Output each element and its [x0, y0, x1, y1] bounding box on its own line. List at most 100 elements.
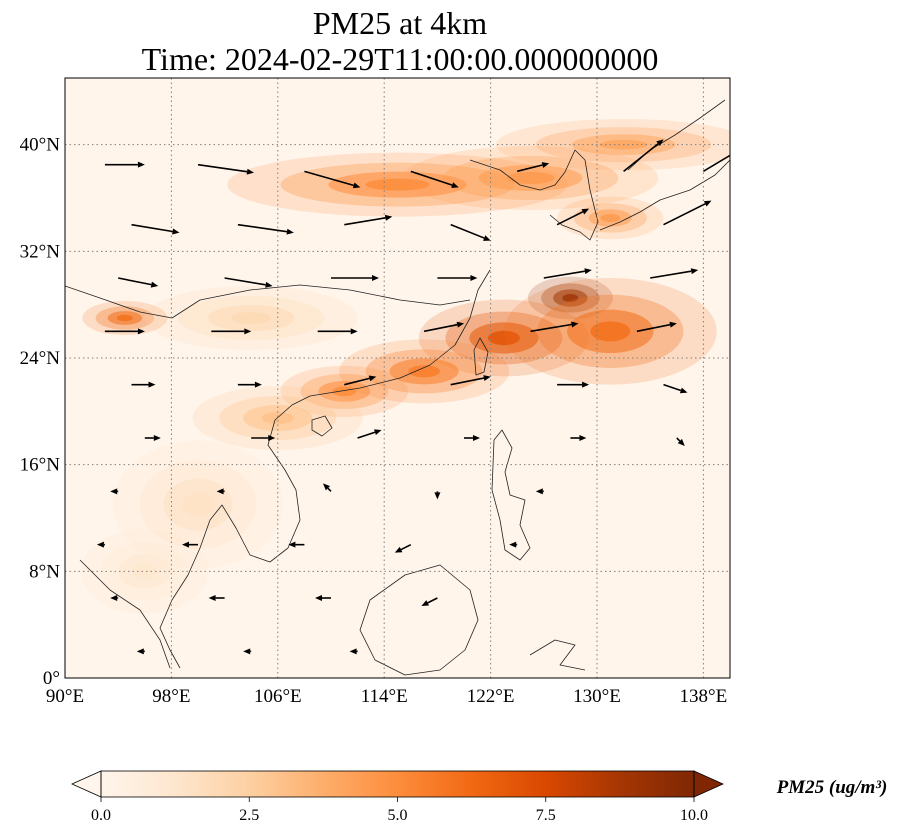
- coastline-taiwan: [473, 337, 489, 376]
- wind-arrow: [530, 321, 579, 333]
- pm25-plume: [562, 294, 579, 302]
- wind-arrow: [104, 328, 145, 335]
- colorbar: 0.0 2.5 5.0 7.5 10.0 PM25 (ug/m³): [71, 770, 888, 824]
- wind-arrow: [556, 208, 590, 226]
- longitude-tick-label: 122°E: [467, 686, 515, 707]
- wind-arrow: [131, 381, 156, 388]
- wind-arrow: [331, 275, 379, 281]
- wind-arrow: [543, 268, 592, 279]
- axis-tick-labels: 90°E 98°E 106°E 114°E 122°E 130°E 138°E 0° 8°N 16…: [20, 135, 728, 707]
- wind-arrow: [557, 381, 590, 388]
- wind-arrow: [243, 648, 252, 655]
- coastline-borneo: [359, 564, 479, 676]
- colorbar-tick-label: 2.5: [239, 807, 259, 824]
- coastline-philippines: [491, 429, 531, 561]
- coastline-hainan: [311, 415, 333, 437]
- pm25-plume: [132, 563, 157, 580]
- pm25-plume: [506, 172, 555, 184]
- wind-arrow: [237, 223, 294, 235]
- wind-arrow: [509, 541, 518, 548]
- latitude-tick-label: 8°N: [29, 561, 60, 582]
- colorbar-extend-max: [693, 770, 724, 798]
- wind-arrow: [208, 595, 225, 601]
- wind-arrow: [251, 435, 276, 441]
- wind-arrow: [663, 383, 688, 394]
- wind-arrow: [110, 595, 119, 601]
- wind-arrow: [570, 435, 587, 441]
- longitude-tick-label: 90°E: [46, 686, 84, 707]
- wind-arrow: [410, 170, 459, 188]
- wind-arrow: [136, 648, 145, 655]
- wind-arrow: [517, 162, 550, 173]
- coastline-sulawesi: [529, 639, 586, 671]
- latitude-tick-label: 32°N: [20, 241, 61, 262]
- graticule: [65, 78, 730, 678]
- wind-arrow: [344, 214, 393, 226]
- wind-arrow: [344, 375, 377, 386]
- wind-arrow: [650, 268, 699, 279]
- wind-arrow: [110, 488, 119, 495]
- wind-arrow: [104, 161, 145, 168]
- wind-arrow: [394, 543, 412, 553]
- wind-arrow: [421, 597, 438, 606]
- wind-arrow: [96, 541, 105, 548]
- wind-arrow: [323, 483, 332, 492]
- map-title-line-1: PM25 at 4km: [312, 5, 488, 41]
- wind-arrow: [144, 435, 161, 441]
- wind-arrow: [423, 321, 465, 333]
- wind-arrow: [317, 328, 358, 335]
- pm25-plume: [408, 365, 441, 378]
- wind-arrow: [288, 541, 305, 548]
- wind-arrow: [464, 435, 480, 441]
- wind-arrow: [437, 275, 478, 281]
- wind-arrow: [304, 170, 361, 189]
- wind-arrow: [663, 200, 712, 226]
- wind-arrow: [434, 491, 441, 500]
- wind-arrow: [535, 488, 544, 495]
- coastline-korea-bohai: [469, 149, 599, 241]
- colorbar-title: PM25 (ug/m³): [776, 777, 888, 798]
- wind-arrow: [349, 648, 358, 655]
- colorbar-gradient: [101, 771, 694, 797]
- wind-arrow: [224, 277, 273, 288]
- pm25-plume: [332, 386, 357, 397]
- colorbar-ticks: 0.0 2.5 5.0 7.5 10.0: [91, 797, 708, 824]
- pm25-plume: [182, 492, 214, 517]
- pm25-plume: [116, 314, 133, 322]
- wind-arrow: [315, 595, 331, 601]
- pm25-plume: [365, 178, 430, 191]
- pm25-plume: [590, 321, 631, 342]
- colorbar-tick-label: 0.0: [91, 807, 111, 824]
- coastline-mainland: [65, 269, 491, 669]
- pm25-plume: [231, 312, 272, 324]
- longitude-tick-label: 138°E: [680, 686, 728, 707]
- wind-arrow: [676, 437, 685, 446]
- wind-arrow: [197, 163, 254, 175]
- coastline-sumatra: [79, 559, 171, 669]
- map-frame: [64, 77, 731, 679]
- latitude-tick-label: 24°N: [20, 348, 61, 369]
- wind-arrow: [118, 277, 159, 288]
- latitude-tick-label: 0°: [43, 668, 60, 689]
- wind-arrow: [450, 223, 491, 241]
- wind-arrow: [623, 139, 664, 172]
- wind-arrow: [450, 375, 491, 386]
- colorbar-extend-min: [71, 770, 102, 798]
- colorbar-tick-label: 10.0: [680, 807, 708, 824]
- map-title-line-2: Time: 2024-02-29T11:00:00.000000000: [141, 41, 659, 77]
- coastlines: [65, 99, 730, 676]
- wind-vectors: [96, 139, 730, 655]
- latitude-tick-label: 40°N: [20, 135, 61, 156]
- pm25-plume: [487, 330, 520, 346]
- colorbar-tick-label: 7.5: [536, 807, 556, 824]
- colorbar-tick-label: 5.0: [388, 807, 408, 824]
- wind-arrow: [182, 541, 198, 548]
- wind-arrow: [237, 381, 262, 388]
- longitude-tick-label: 130°E: [573, 686, 621, 707]
- longitude-tick-label: 98°E: [152, 686, 190, 707]
- pm25-plume: [600, 214, 621, 222]
- wind-arrow: [636, 321, 677, 333]
- longitude-tick-label: 114°E: [361, 686, 408, 707]
- wind-arrow: [216, 488, 225, 495]
